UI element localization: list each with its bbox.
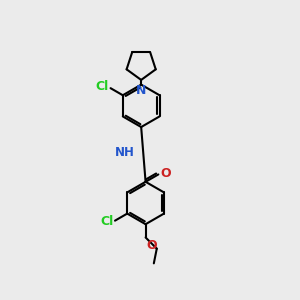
Text: O: O — [160, 167, 171, 180]
Text: NH: NH — [115, 146, 135, 159]
Text: O: O — [147, 238, 158, 252]
Text: N: N — [136, 84, 146, 97]
Text: Cl: Cl — [100, 215, 113, 228]
Text: Cl: Cl — [96, 80, 109, 94]
